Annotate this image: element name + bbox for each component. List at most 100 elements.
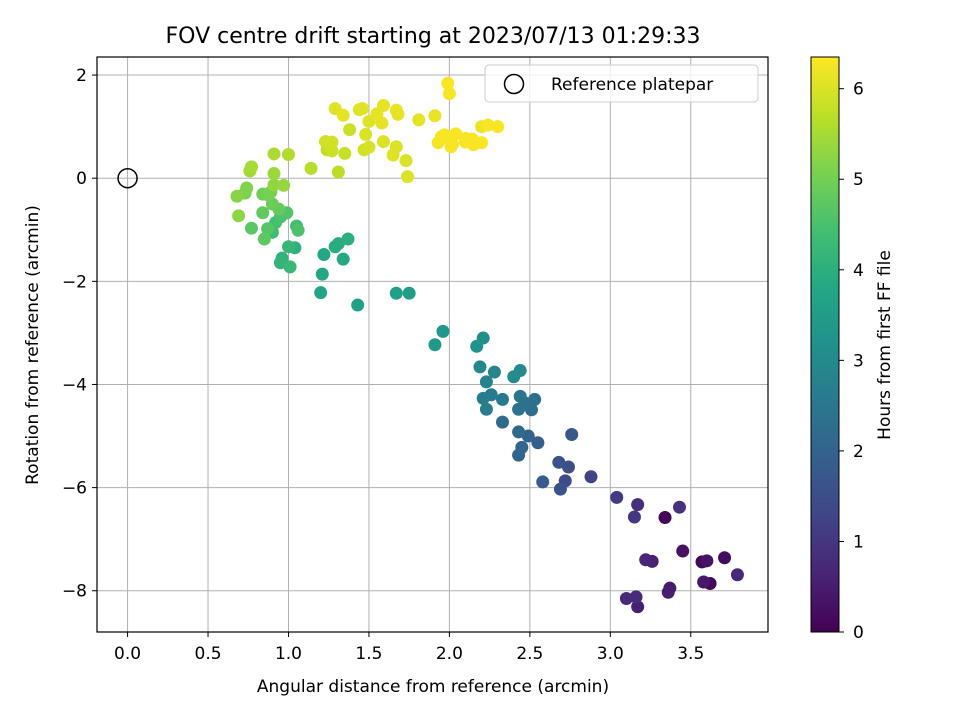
data-point <box>479 402 493 416</box>
data-point <box>531 436 545 450</box>
x-tick-label: 1.5 <box>355 644 382 664</box>
reference-marker-group <box>117 167 138 189</box>
data-point <box>331 237 345 251</box>
data-point <box>331 165 345 179</box>
data-point <box>513 389 527 403</box>
data-point <box>351 298 365 312</box>
data-points <box>230 76 744 614</box>
data-point <box>362 140 376 154</box>
colorbar-tick-label: 5 <box>853 170 864 190</box>
data-point <box>336 108 350 122</box>
legend: Reference platepar <box>484 64 759 103</box>
x-tick-label: 2.0 <box>436 644 463 664</box>
y-tick-label: 0 <box>76 169 87 189</box>
colorbar-gradient <box>810 56 840 633</box>
data-point <box>629 590 643 604</box>
data-point <box>281 147 295 161</box>
data-point <box>512 425 526 439</box>
data-point <box>389 286 403 300</box>
y-tick-label: −8 <box>62 582 87 602</box>
data-point <box>281 240 295 254</box>
data-point <box>718 551 732 565</box>
y-tick-label: −6 <box>62 479 87 499</box>
plot-frame <box>96 56 769 633</box>
data-point <box>244 160 258 174</box>
data-point <box>444 140 458 154</box>
x-axis-ticks: 0.0 0.5 1.0 1.5 2.0 2.5 3.0 3.5 <box>114 632 704 664</box>
y-axis-label: Rotation from reference (arcmin) <box>23 205 43 485</box>
data-point <box>386 148 400 162</box>
data-point <box>317 248 331 262</box>
data-point <box>631 498 645 512</box>
data-point <box>267 167 281 181</box>
data-point <box>441 76 455 90</box>
data-point <box>267 147 281 161</box>
data-point <box>661 585 675 599</box>
data-point <box>362 114 376 128</box>
x-tick-label: 2.5 <box>516 644 543 664</box>
legend-marker-circle-icon <box>503 73 525 95</box>
data-point <box>376 135 390 149</box>
data-point <box>402 286 416 300</box>
x-tick-label: 1.0 <box>275 644 302 664</box>
data-point <box>481 118 495 132</box>
data-point <box>244 221 258 235</box>
data-point <box>495 392 509 406</box>
data-point <box>291 223 305 237</box>
data-point <box>341 232 355 246</box>
data-point <box>412 113 426 127</box>
data-point <box>470 339 484 353</box>
data-point <box>442 87 456 101</box>
data-point <box>561 460 575 474</box>
data-point <box>343 123 357 137</box>
data-point <box>584 470 598 484</box>
legend-label: Reference platepar <box>551 75 713 95</box>
data-point <box>232 209 246 223</box>
colorbar-tick-label: 1 <box>853 532 864 552</box>
data-point <box>476 391 490 405</box>
data-point <box>257 232 271 246</box>
data-point <box>672 500 686 514</box>
data-point <box>515 440 529 454</box>
data-point <box>479 375 493 389</box>
data-point <box>315 267 329 281</box>
chart-title: FOV centre drift starting at 2023/07/13 … <box>166 24 701 49</box>
data-point <box>256 206 270 220</box>
data-point <box>610 490 624 504</box>
data-point <box>475 136 489 150</box>
data-point <box>352 103 366 117</box>
data-point <box>283 260 297 274</box>
data-point <box>304 161 318 175</box>
colorbar-tick-label: 4 <box>853 261 864 281</box>
data-point <box>495 415 509 429</box>
y-tick-label: 2 <box>76 66 87 86</box>
data-point <box>391 107 405 121</box>
data-point <box>627 510 641 524</box>
data-point <box>436 324 450 338</box>
data-point <box>619 591 633 605</box>
data-point <box>230 189 244 203</box>
data-point <box>730 568 744 582</box>
x-tick-label: 3.5 <box>677 644 704 664</box>
data-point <box>639 553 653 567</box>
data-point <box>700 554 714 568</box>
data-point <box>401 170 415 184</box>
grid-lines <box>97 57 768 632</box>
x-axis-label: Angular distance from reference (arcmin) <box>257 677 609 697</box>
reference-platepar-marker <box>117 167 138 189</box>
data-point <box>261 222 275 236</box>
data-point <box>277 178 291 192</box>
data-point <box>338 146 352 160</box>
data-point <box>376 98 390 112</box>
data-point <box>449 127 463 141</box>
colorbar-label: Hours from first FF file <box>875 250 895 440</box>
colorbar-tick-label: 0 <box>853 623 864 643</box>
x-tick-label: 0.5 <box>195 644 222 664</box>
data-point <box>553 482 567 496</box>
data-point <box>428 338 442 352</box>
colorbar-tick-label: 3 <box>853 351 864 371</box>
data-point <box>565 427 579 441</box>
y-axis-ticks: 2 0 −2 −4 −6 −8 <box>62 66 97 602</box>
data-point <box>399 154 413 168</box>
